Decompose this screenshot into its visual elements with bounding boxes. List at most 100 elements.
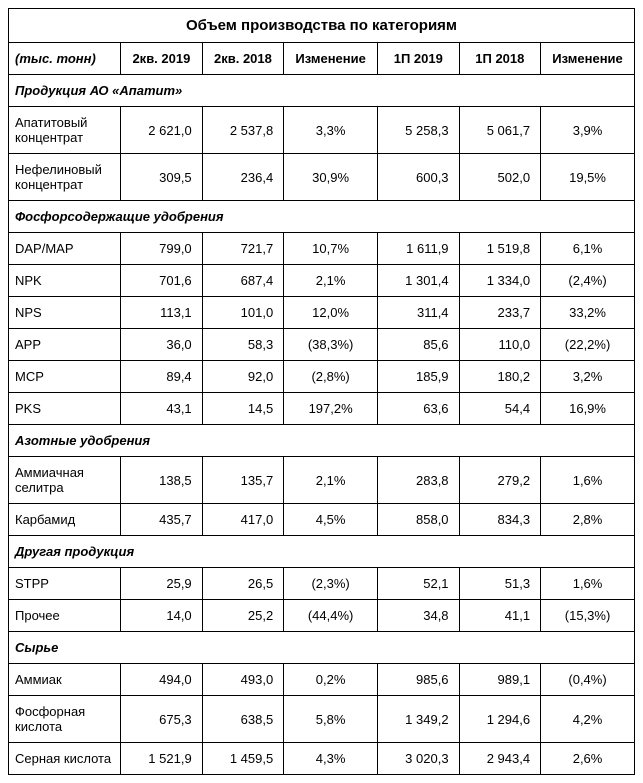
cell-change: (38,3%) <box>284 329 378 361</box>
table-header-row: (тыс. тонн) 2кв. 2019 2кв. 2018 Изменени… <box>9 43 635 75</box>
col-h1-2018: 1П 2018 <box>459 43 541 75</box>
cell-change: 4,2% <box>541 696 635 743</box>
cell-value: 1 301,4 <box>378 265 460 297</box>
cell-change: (2,4%) <box>541 265 635 297</box>
col-q2-2019: 2кв. 2019 <box>121 43 203 75</box>
cell-value: 1 294,6 <box>459 696 541 743</box>
cell-change: 3,2% <box>541 361 635 393</box>
cell-value: 985,6 <box>378 664 460 696</box>
cell-change: 10,7% <box>284 233 378 265</box>
section-name: Сырье <box>9 632 635 664</box>
table-row: Серная кислота1 521,91 459,54,3%3 020,32… <box>9 743 635 775</box>
cell-value: 5 258,3 <box>378 107 460 154</box>
table-row: Аммиачная селитра138,5135,72,1%283,8279,… <box>9 457 635 504</box>
cell-change: (0,4%) <box>541 664 635 696</box>
cell-value: 600,3 <box>378 154 460 201</box>
col-change-h: Изменение <box>541 43 635 75</box>
cell-change: 5,8% <box>284 696 378 743</box>
cell-value: 36,0 <box>121 329 203 361</box>
cell-change: 12,0% <box>284 297 378 329</box>
cell-value: 311,4 <box>378 297 460 329</box>
row-label: Серная кислота <box>9 743 121 775</box>
cell-change: (44,4%) <box>284 600 378 632</box>
cell-value: 1 519,8 <box>459 233 541 265</box>
cell-value: 34,8 <box>378 600 460 632</box>
cell-change: (15,3%) <box>541 600 635 632</box>
row-label: DAP/MAP <box>9 233 121 265</box>
section-name: Азотные удобрения <box>9 425 635 457</box>
cell-change: 2,1% <box>284 457 378 504</box>
cell-value: 63,6 <box>378 393 460 425</box>
cell-value: 687,4 <box>202 265 284 297</box>
row-label: NPS <box>9 297 121 329</box>
section-name: Фосфорсодержащие удобрения <box>9 201 635 233</box>
row-label: Аммиак <box>9 664 121 696</box>
cell-value: 51,3 <box>459 568 541 600</box>
cell-value: 675,3 <box>121 696 203 743</box>
cell-value: 721,7 <box>202 233 284 265</box>
table-row: Аммиак494,0493,00,2%985,6989,1(0,4%) <box>9 664 635 696</box>
cell-value: 279,2 <box>459 457 541 504</box>
cell-change: (22,2%) <box>541 329 635 361</box>
cell-change: (2,8%) <box>284 361 378 393</box>
cell-value: 2 537,8 <box>202 107 284 154</box>
cell-value: 92,0 <box>202 361 284 393</box>
table-row: Апатитовый концентрат2 621,02 537,83,3%5… <box>9 107 635 154</box>
table-row: NPS113,1101,012,0%311,4233,733,2% <box>9 297 635 329</box>
cell-value: 989,1 <box>459 664 541 696</box>
cell-value: 58,3 <box>202 329 284 361</box>
section-name: Продукция АО «Апатит» <box>9 75 635 107</box>
cell-value: 1 611,9 <box>378 233 460 265</box>
cell-change: 3,3% <box>284 107 378 154</box>
row-label: Апатитовый концентрат <box>9 107 121 154</box>
col-q2-2018: 2кв. 2018 <box>202 43 284 75</box>
section-header: Другая продукция <box>9 536 635 568</box>
cell-change: 1,6% <box>541 568 635 600</box>
row-label: Карбамид <box>9 504 121 536</box>
cell-value: 25,2 <box>202 600 284 632</box>
table-row: MCP89,492,0(2,8%)185,9180,23,2% <box>9 361 635 393</box>
cell-value: 14,0 <box>121 600 203 632</box>
cell-value: 41,1 <box>459 600 541 632</box>
cell-value: 417,0 <box>202 504 284 536</box>
cell-value: 494,0 <box>121 664 203 696</box>
cell-value: 236,4 <box>202 154 284 201</box>
cell-change: 6,1% <box>541 233 635 265</box>
cell-change: 0,2% <box>284 664 378 696</box>
cell-value: 52,1 <box>378 568 460 600</box>
table-row: Карбамид435,7417,04,5%858,0834,32,8% <box>9 504 635 536</box>
cell-value: 101,0 <box>202 297 284 329</box>
cell-value: 233,7 <box>459 297 541 329</box>
cell-value: 25,9 <box>121 568 203 600</box>
cell-value: 3 020,3 <box>378 743 460 775</box>
table-row: STPP25,926,5(2,3%)52,151,31,6% <box>9 568 635 600</box>
cell-value: 858,0 <box>378 504 460 536</box>
cell-value: 138,5 <box>121 457 203 504</box>
table-title: Объем производства по категориям <box>9 9 635 43</box>
cell-value: 799,0 <box>121 233 203 265</box>
row-label: APP <box>9 329 121 361</box>
row-label: Прочее <box>9 600 121 632</box>
cell-value: 309,5 <box>121 154 203 201</box>
col-change-q: Изменение <box>284 43 378 75</box>
cell-value: 834,3 <box>459 504 541 536</box>
table-row: Фосфорная кислота675,3638,55,8%1 349,21 … <box>9 696 635 743</box>
production-table: Объем производства по категориям (тыс. т… <box>8 8 635 775</box>
cell-value: 1 334,0 <box>459 265 541 297</box>
cell-value: 493,0 <box>202 664 284 696</box>
cell-value: 110,0 <box>459 329 541 361</box>
section-header: Сырье <box>9 632 635 664</box>
table-row: DAP/MAP799,0721,710,7%1 611,91 519,86,1% <box>9 233 635 265</box>
table-row: NPK701,6687,42,1%1 301,41 334,0(2,4%) <box>9 265 635 297</box>
cell-change: 30,9% <box>284 154 378 201</box>
unit-label: (тыс. тонн) <box>9 43 121 75</box>
cell-value: 283,8 <box>378 457 460 504</box>
col-h1-2019: 1П 2019 <box>378 43 460 75</box>
cell-change: 2,6% <box>541 743 635 775</box>
cell-change: 197,2% <box>284 393 378 425</box>
cell-change: (2,3%) <box>284 568 378 600</box>
section-name: Другая продукция <box>9 536 635 568</box>
cell-value: 1 521,9 <box>121 743 203 775</box>
cell-value: 43,1 <box>121 393 203 425</box>
cell-value: 135,7 <box>202 457 284 504</box>
